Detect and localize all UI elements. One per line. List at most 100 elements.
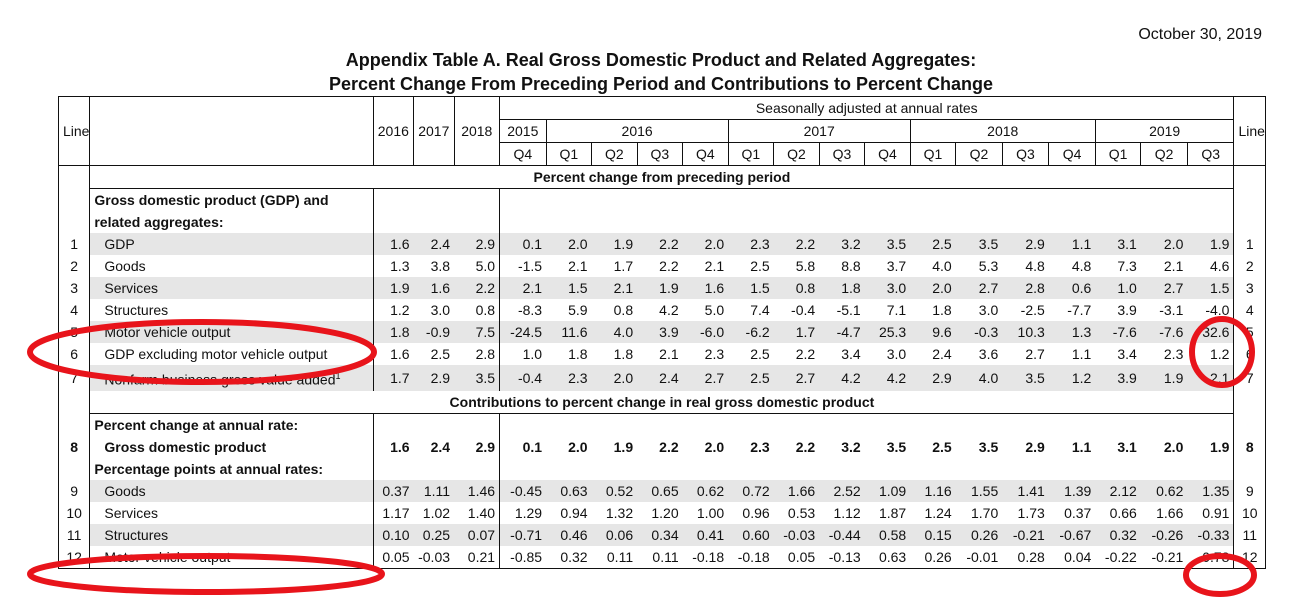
blank-value-cell xyxy=(1002,211,1049,233)
value-cell: 2.0 xyxy=(1140,233,1188,255)
value-cell: 0.25 xyxy=(413,523,455,546)
value-cell: 0.53 xyxy=(787,504,816,521)
value-cell: -1.5 xyxy=(499,255,547,277)
footnote-marker: 1 xyxy=(335,371,341,381)
blank-value-cell xyxy=(865,211,911,233)
table-row-line-3: 3 Services 1.9 1.6 2.2 2.1 1.5 2.1 1.9 1.6 1.5 0.8 1… xyxy=(57,277,1266,299)
blank-value-cell xyxy=(499,457,547,480)
value-cell: 3.9 xyxy=(1117,302,1137,318)
value-cell: 1.16 xyxy=(910,479,956,502)
value-cell: 25.3 xyxy=(864,321,911,343)
value-cell: 4.0 xyxy=(591,321,638,343)
value-cell: 3.0 xyxy=(864,277,911,299)
value-cell: 2.1 xyxy=(568,258,588,274)
blank-value-cell xyxy=(728,413,774,436)
value-cell: 1.55 xyxy=(955,479,1003,502)
blank-value-cell xyxy=(372,211,414,233)
value-cell: 5.0 xyxy=(475,258,496,274)
value-cell: 1.6 xyxy=(372,233,414,255)
value-cell: 1.5 xyxy=(1187,277,1234,299)
value-cell: -4.0 xyxy=(1205,302,1230,318)
value-cell: 1.6 xyxy=(372,435,414,458)
blank-value-cell xyxy=(910,211,956,233)
value-cell: 2.9 xyxy=(475,438,496,455)
value-cell: 2.2 xyxy=(659,258,679,274)
value-cell: 2.5 xyxy=(932,438,952,455)
value-cell: 3.9 xyxy=(1095,365,1141,391)
quarter-header: Q3 xyxy=(1186,142,1234,166)
value-cell: 1.3 xyxy=(1048,321,1096,343)
table-row-line-7: 7 Nonfarm business gross value added1 1.7 2… xyxy=(57,365,1266,391)
line-number-right: 8 xyxy=(1233,435,1266,458)
row-label: Gross domestic product xyxy=(89,435,374,458)
blank-line-cell xyxy=(57,211,90,233)
value-cell: 2.9 xyxy=(1025,438,1045,455)
blank-line-cell xyxy=(57,165,90,189)
percent-change-label-row: Percent change at annual rate: xyxy=(57,413,1266,436)
value-cell: 4.2 xyxy=(864,365,911,391)
blank-value-cell xyxy=(454,189,500,212)
value-cell: 4.0 xyxy=(955,365,1003,391)
blank-value-cell xyxy=(372,413,414,436)
blank-value-cell xyxy=(454,458,500,480)
line-number-right: 6 xyxy=(1233,343,1266,365)
value-cell: 2.1 xyxy=(659,346,679,362)
value-cell: 0.63 xyxy=(864,545,911,569)
section-title: Percent change from preceding period xyxy=(89,165,1234,189)
group-label: Percent change at annual rate: xyxy=(89,413,374,436)
value-cell: -0.67 xyxy=(1048,523,1096,546)
quarter-year-header: 2015 xyxy=(499,119,547,143)
line-number: 9 xyxy=(57,479,90,502)
value-cell: -0.13 xyxy=(819,545,865,569)
value-cell: 2.1 xyxy=(591,277,638,299)
value-cell: 2.7 xyxy=(1140,277,1188,299)
value-cell: 1.11 xyxy=(413,479,455,502)
value-cell: 1.29 xyxy=(499,501,547,524)
blank-value-cell xyxy=(865,458,911,480)
blank-value-cell xyxy=(1187,211,1234,233)
value-cell: 0.26 xyxy=(955,523,1003,546)
value-cell: 1.9 xyxy=(591,233,638,255)
group-label-row: Gross domestic product (GDP) and xyxy=(57,188,1266,212)
blank-line-cell xyxy=(57,457,90,480)
value-cell: -4.7 xyxy=(819,321,865,343)
value-cell: 9.6 xyxy=(910,321,956,343)
value-cell: 1.2 xyxy=(1048,365,1096,391)
blank-value-cell xyxy=(499,413,547,436)
value-cell: 2.4 xyxy=(413,233,455,255)
seasonal-header: Seasonally adjusted at annual rates xyxy=(499,96,1234,120)
table-row-line-12: 12 Motor vehicle output 0.05 -0.03 0.21 -0.85… xyxy=(57,545,1266,569)
row-label: GDP excluding motor vehicle output xyxy=(89,343,374,365)
value-cell: 2.3 xyxy=(704,346,725,362)
value-cell: 2.3 xyxy=(1163,346,1184,362)
line-number-right: 10 xyxy=(1233,501,1266,524)
value-cell: 2.7 xyxy=(1025,346,1045,362)
value-cell: 2.0 xyxy=(1163,438,1184,455)
line-header-left: Line xyxy=(57,96,90,166)
value-cell: 1.1 xyxy=(1048,233,1096,255)
value-cell: 0.62 xyxy=(1140,479,1188,502)
line-number: 12 xyxy=(57,545,90,569)
value-cell: 3.4 xyxy=(841,346,861,362)
value-cell: 0.10 xyxy=(372,523,414,546)
value-cell: 3.5 xyxy=(955,233,1003,255)
value-cell: 1.41 xyxy=(1002,479,1049,502)
value-cell: 0.58 xyxy=(864,523,911,546)
value-cell: 3.7 xyxy=(886,258,907,274)
blank-value-cell xyxy=(956,211,1003,233)
value-cell: -0.45 xyxy=(499,479,547,502)
value-cell: 0.06 xyxy=(591,523,638,546)
line-number: 10 xyxy=(57,501,90,524)
table-row-line-11: 11 Structures 0.10 0.25 0.07 -0.71 0.46 0.06 0.3… xyxy=(57,523,1266,546)
value-cell: 4.8 xyxy=(1025,258,1045,274)
value-cell: -0.33 xyxy=(1187,523,1234,546)
value-cell: 2.52 xyxy=(819,479,865,502)
value-cell: 4.2 xyxy=(819,365,865,391)
value-cell: 1.66 xyxy=(773,479,820,502)
value-cell: 1.7 xyxy=(372,365,414,391)
line-number-right: 4 xyxy=(1233,299,1266,321)
line-header-right: Line xyxy=(1233,96,1266,166)
value-cell: 2.7 xyxy=(773,365,820,391)
blank-value-cell xyxy=(774,413,820,436)
value-cell: 32.6 xyxy=(1187,321,1234,343)
